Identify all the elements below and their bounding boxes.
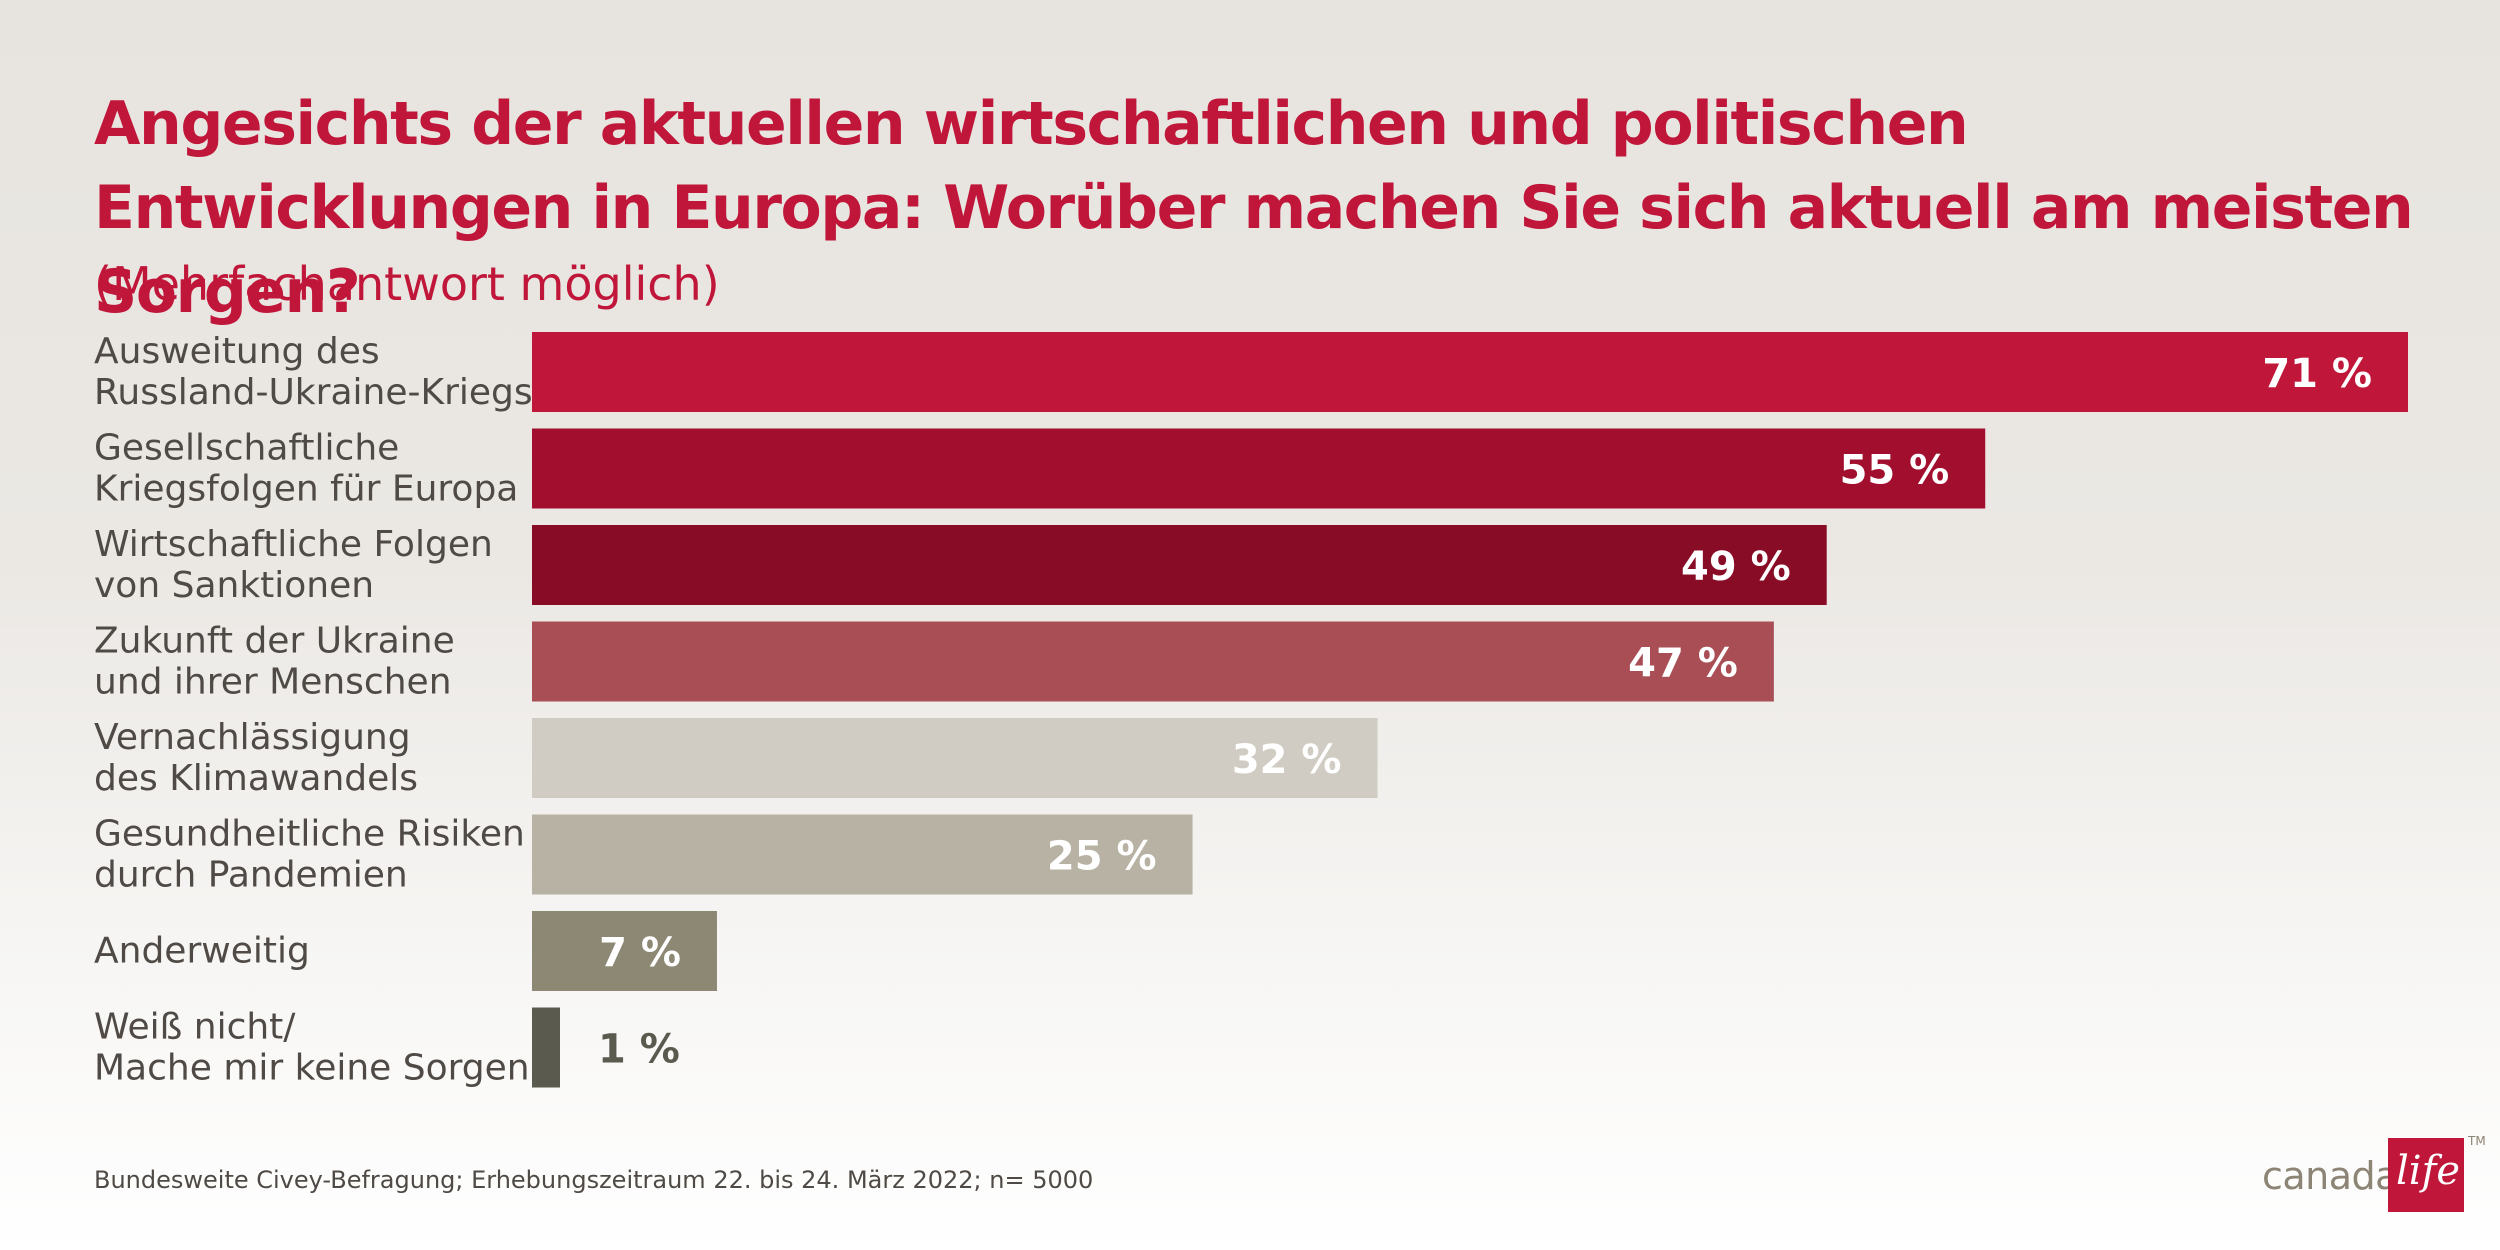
category-label-7-line-1: Mache mir keine Sorgen [94,1048,530,1089]
bar-5 [532,814,1193,895]
category-label-1-line-0: Gesellschaftliche [94,428,399,469]
category-label-7-line-0: Weiß nicht/ [94,1007,296,1048]
value-label-5: 25 % [1047,834,1157,880]
logo-mark: life [2388,1138,2464,1212]
canada-life-logo: canada life TM [2262,1130,2486,1220]
value-label-6: 7 % [599,930,681,976]
category-label-0-line-0: Ausweitung des [94,331,380,372]
bar-3 [532,621,1774,702]
value-label-0: 71 % [2262,351,2372,397]
logo-trademark: TM [2468,1134,2486,1148]
bar-6 [532,911,717,991]
value-label-3: 47 % [1628,641,1738,687]
bar-7 [532,1007,560,1088]
category-label-0-line-1: Russland-Ukraine-Kriegs [94,372,533,413]
logo-script-text: life [2396,1148,2461,1194]
value-label-1: 55 % [1840,448,1950,494]
category-label-3-line-0: Zukunft der Ukraine [94,621,455,662]
category-label-2-line-0: Wirtschaftliche Folgen [94,524,493,565]
category-label-4-line-1: des Klimawandels [94,758,418,799]
bar-1 [532,428,1986,509]
value-label-4: 32 % [1232,737,1342,783]
category-label-6-line-0: Anderweitig [94,931,310,972]
value-label-2: 49 % [1681,544,1791,590]
chart-subtitle: (Mehrfachantwort möglich) [94,257,720,311]
bar-0 [532,332,2408,412]
category-label-3-line-1: und ihrer Menschen [94,662,452,703]
footnote: Bundesweite Civey-Befragung; Erhebungsze… [94,1166,1094,1194]
category-label-5-line-1: durch Pandemien [94,855,408,896]
chart-title: Angesichts der aktuellen wirtschaftliche… [94,89,2414,327]
logo-wordmark: canada [2262,1154,2398,1198]
value-label-7: 1 % [598,1027,680,1073]
category-label-5-line-0: Gesundheitliche Risiken [94,814,525,855]
bar-4 [532,718,1378,798]
category-label-2-line-1: von Sanktionen [94,565,374,606]
bar-2 [532,525,1827,605]
category-label-1-line-1: Kriegsfolgen für Europa [94,469,518,510]
category-label-4-line-0: Vernachlässigung [94,717,411,758]
